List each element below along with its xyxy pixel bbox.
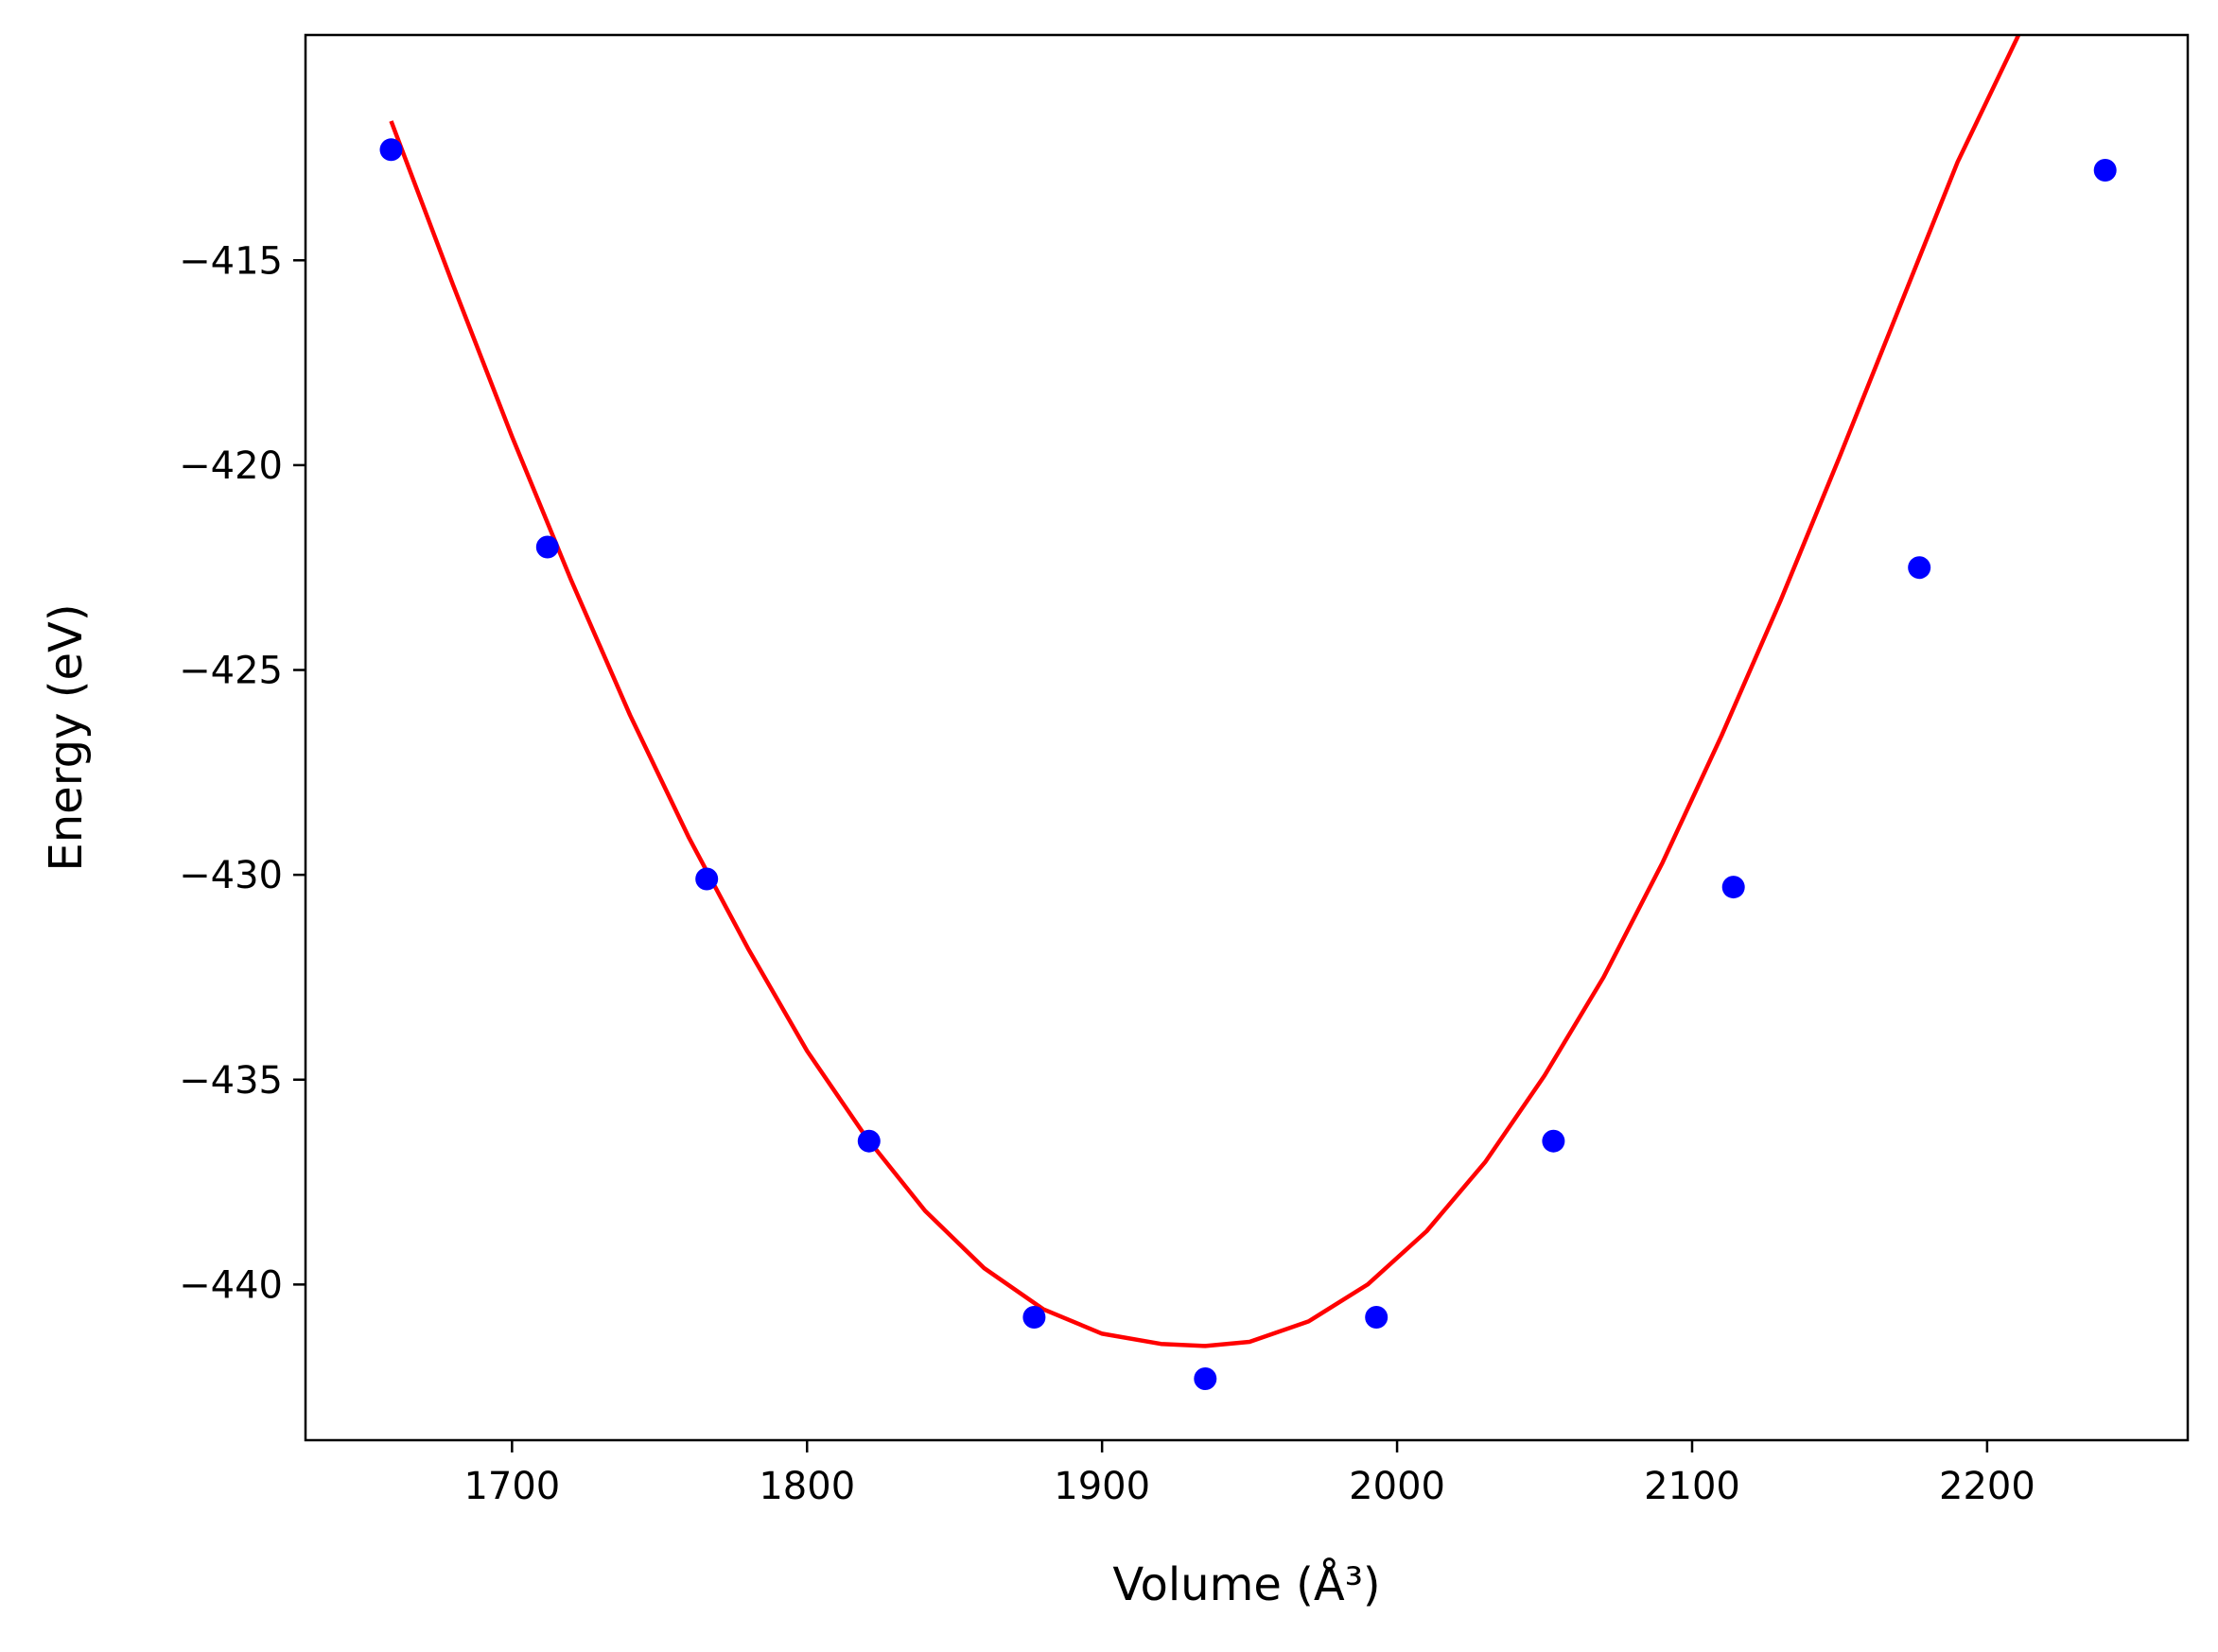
data-point xyxy=(2093,159,2117,182)
data-point xyxy=(1908,556,1931,580)
x-tick-label: 2100 xyxy=(1644,1465,1740,1508)
y-axis-ticks: −415 −420 −425 −430 −435 −440 xyxy=(179,239,306,1307)
x-tick-label: 1700 xyxy=(463,1465,560,1508)
data-point xyxy=(695,867,719,891)
y-tick-label: −435 xyxy=(179,1059,283,1103)
x-tick-label: 2200 xyxy=(1939,1465,2035,1508)
data-point xyxy=(1721,876,1745,899)
y-tick-label: −420 xyxy=(179,444,283,488)
y-tick-label: −430 xyxy=(179,854,283,897)
fit-curve-layer xyxy=(389,35,2021,1348)
data-point xyxy=(1022,1306,1046,1329)
y-tick-label: −440 xyxy=(179,1263,283,1307)
data-point xyxy=(535,535,559,559)
y-tick-label: −415 xyxy=(179,239,283,283)
data-point xyxy=(1194,1367,1217,1390)
data-point xyxy=(379,138,403,162)
y-axis-label: Energy (eV) xyxy=(40,603,93,871)
data-point xyxy=(857,1129,881,1153)
data-points-layer xyxy=(379,138,2117,1390)
data-point xyxy=(1365,1306,1388,1329)
x-tick-label: 1900 xyxy=(1054,1465,1150,1508)
fit-curve xyxy=(389,35,2021,1348)
data-point xyxy=(1542,1129,1565,1153)
x-tick-label: 1800 xyxy=(759,1465,855,1508)
x-tick-label: 2000 xyxy=(1349,1465,1445,1508)
y-tick-label: −425 xyxy=(179,650,283,693)
x-axis-label: Volume (Å³) xyxy=(1112,1557,1380,1611)
x-axis-ticks: 1700 1800 1900 2000 2100 2200 xyxy=(463,1440,2035,1508)
plot-frame xyxy=(304,33,2190,1442)
